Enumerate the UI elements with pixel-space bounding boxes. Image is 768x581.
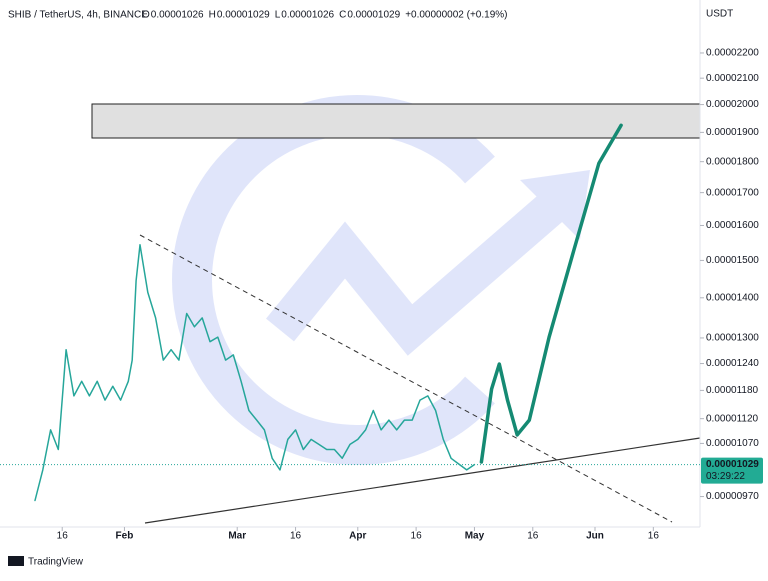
ohlc-value: 0.00001029	[347, 10, 400, 21]
resistance-zone	[91, 103, 701, 139]
y-tick-label: 0.00002100	[706, 73, 759, 84]
y-tick-label: 0.00001500	[706, 255, 759, 266]
symbol: SHIB / TetherUS, 4h, BINANCE	[8, 10, 148, 21]
watermark-arrowhead	[520, 170, 590, 240]
price-line	[34, 244, 476, 502]
x-tick-label: 16	[57, 531, 69, 542]
x-tick-label: Apr	[349, 531, 366, 542]
logo	[8, 556, 24, 566]
y-tick-label: 0.00001180	[706, 385, 759, 396]
x-tick-label: Feb	[116, 531, 134, 542]
y-tick-label: 0.00000970	[706, 491, 759, 502]
countdown: 03:29:22	[706, 471, 745, 482]
x-tick-label: 16	[411, 531, 423, 542]
projection-line	[479, 123, 623, 464]
ohlc-value: 0.00001026	[151, 10, 204, 21]
ohlc: O 0.00001026 H 0.00001029 L 0.00001026 C 0.0000…	[142, 10, 508, 21]
ohlc-value: 0.00001029	[217, 10, 270, 21]
last-price-box	[701, 457, 763, 484]
ohlc-label: C	[339, 10, 346, 21]
y-tick-label: 0.00002000	[706, 99, 759, 110]
x-tick-label: 16	[290, 531, 302, 542]
y-tick-label: 0.00001070	[706, 438, 759, 449]
ohlc-label: L	[275, 10, 281, 21]
x-tick-label: May	[465, 531, 485, 542]
y-tick-label: 0.00001700	[706, 187, 759, 198]
y-tick-label: 0.00001120	[706, 413, 759, 424]
y-tick-label: 0.00001900	[706, 127, 759, 138]
plot	[34, 123, 623, 502]
y-tick-label: 0.00001600	[706, 220, 759, 231]
axis-unit: USDT	[706, 9, 733, 20]
y-tick-label: 0.00002200	[706, 48, 759, 59]
y-tick-label: 0.00001240	[706, 358, 759, 369]
ohlc-label: H	[209, 10, 216, 21]
descending-trendline	[139, 234, 673, 523]
watermark-arrow	[266, 186, 572, 356]
last-price-label: 0.00001029	[706, 459, 759, 470]
ohlc-label: O	[142, 10, 150, 21]
ohlc-value: 0.00001026	[281, 10, 334, 21]
price-change: +0.00000002 (+0.19%)	[405, 10, 507, 21]
y-tick-label: 0.00001300	[706, 333, 759, 344]
y-tick-label: 0.00001400	[706, 292, 759, 303]
y-tick-label: 0.00001800	[706, 156, 759, 167]
x-tick-label: Mar	[228, 531, 246, 542]
footer-brand: TradingView	[28, 557, 84, 568]
ascending-trendline	[144, 437, 701, 524]
x-tick-label: 16	[527, 531, 539, 542]
x-tick-label: 16	[648, 531, 660, 542]
x-tick-label: Jun	[586, 531, 604, 542]
